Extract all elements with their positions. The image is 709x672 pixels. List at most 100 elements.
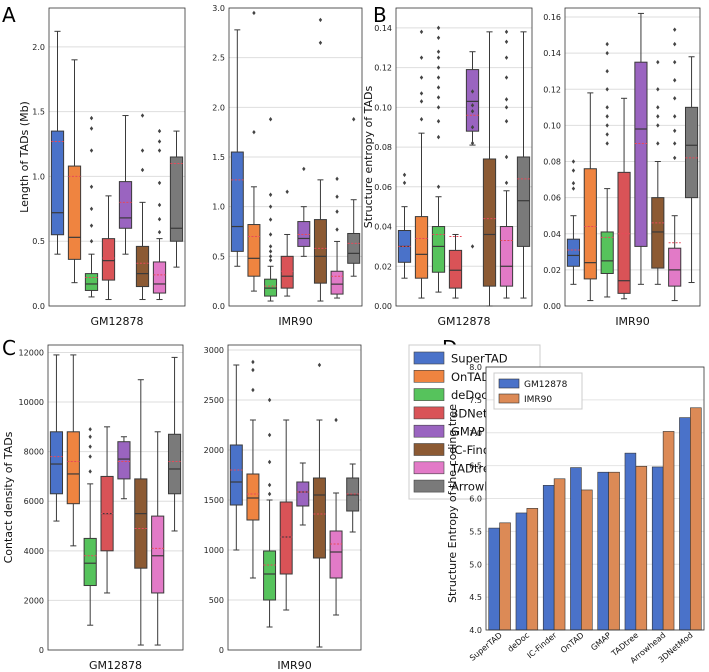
y-tick-label: 2.5 bbox=[212, 54, 225, 63]
y-tick-label: 2000 bbox=[24, 596, 44, 605]
plot-b-gm12878: 0.00 0.02 0.04 0.06 0.08 0.10 0.12 0.14 GM12878 S… bbox=[362, 7, 533, 328]
y-tick-label: 10000 bbox=[19, 398, 44, 407]
outlier-point bbox=[436, 65, 441, 70]
plot-frame bbox=[228, 7, 363, 307]
outlier-point bbox=[335, 209, 339, 214]
outlier-point bbox=[267, 432, 272, 438]
y-tick-label: 8000 bbox=[24, 448, 44, 457]
y-tick-label: 1.0 bbox=[212, 203, 225, 212]
outlier-point bbox=[268, 232, 273, 237]
outlier-point bbox=[470, 125, 475, 130]
y-tick-label: 1.5 bbox=[212, 153, 225, 162]
x-axis-label: GM12878 bbox=[90, 315, 143, 328]
y-tick-label: 0.04 bbox=[374, 223, 392, 232]
box-ontad bbox=[66, 431, 80, 505]
box-supertad bbox=[229, 444, 243, 506]
box-gmap bbox=[117, 441, 131, 480]
outlier-point bbox=[470, 103, 475, 108]
y-tick-label: 0.14 bbox=[543, 49, 561, 58]
outlier-point bbox=[504, 105, 509, 110]
outlier-point bbox=[157, 148, 162, 153]
y-tick-label: 0.08 bbox=[543, 158, 561, 167]
bar-gm12878-ontad bbox=[570, 467, 582, 631]
outlier-point bbox=[267, 397, 272, 403]
outlier-point bbox=[672, 41, 677, 47]
y-tick-label: 7.0 bbox=[469, 429, 482, 438]
outlier-point bbox=[140, 113, 145, 118]
y-tick-label: 0.0 bbox=[212, 302, 225, 311]
y-tick-label: 0.5 bbox=[32, 237, 45, 246]
outlier-point bbox=[656, 123, 660, 128]
outlier-point bbox=[470, 244, 475, 249]
bar-gm12878-3dnetmod bbox=[679, 417, 691, 631]
box-tadtree bbox=[152, 261, 167, 294]
box-gmap bbox=[296, 481, 310, 507]
y-axis-label: Structure entropy of TADs bbox=[362, 86, 375, 229]
outlier-point bbox=[318, 40, 323, 45]
y-tick-label: 6000 bbox=[24, 497, 44, 506]
legend-swatch-ontad bbox=[413, 369, 445, 383]
outlier-point bbox=[88, 427, 92, 432]
box-ontad bbox=[247, 224, 261, 277]
box-gmap bbox=[118, 181, 133, 229]
y-tick-label: 0.5 bbox=[212, 252, 225, 261]
plot-c-gm12878: 0 2000 4000 6000 8000 10000 12000 GM12878 Contac… bbox=[2, 344, 184, 672]
y-tick-label: 0.16 bbox=[543, 13, 561, 22]
outlier-point bbox=[504, 119, 509, 124]
x-tick-label: deDoc bbox=[506, 631, 531, 654]
outlier-point bbox=[268, 244, 273, 249]
outlier-point bbox=[268, 254, 273, 259]
legend-label: GMAP bbox=[451, 425, 485, 439]
y-tick-label: 1.0 bbox=[32, 172, 45, 181]
legend-swatch-tadtree bbox=[413, 461, 445, 475]
bar-imr90-tadtree bbox=[635, 465, 648, 631]
y-tick-label: 0.0 bbox=[32, 302, 45, 311]
x-tick-label: OnTAD bbox=[559, 631, 586, 655]
y-tick-label: 0.10 bbox=[543, 121, 561, 130]
outlier-point bbox=[419, 75, 424, 80]
y-tick-label: 1.5 bbox=[32, 108, 45, 117]
bar-imr90-arrowhead bbox=[662, 431, 675, 631]
box-ic-finder bbox=[482, 158, 497, 287]
outlier-point bbox=[140, 167, 145, 173]
y-tick-label: 2.0 bbox=[32, 43, 45, 52]
y-tick-label: 2000 bbox=[204, 446, 224, 455]
outlier-point bbox=[251, 367, 255, 373]
outlier-point bbox=[672, 141, 677, 146]
y-tick-label: 6.0 bbox=[469, 495, 482, 504]
outlier-point bbox=[656, 114, 660, 119]
outlier-point bbox=[419, 99, 424, 104]
box-ic-finder bbox=[651, 197, 665, 269]
box-ic-finder bbox=[134, 478, 148, 569]
outlier-point bbox=[89, 239, 94, 244]
y-tick-label: 0.04 bbox=[543, 230, 561, 239]
outlier-point bbox=[351, 117, 356, 122]
legend-swatch-arrowhead bbox=[413, 479, 445, 493]
x-axis-label: IMR90 bbox=[278, 315, 312, 328]
outlier-point bbox=[89, 223, 94, 228]
box-supertad bbox=[230, 151, 244, 252]
outlier-point bbox=[436, 119, 441, 124]
y-tick-label: 0.06 bbox=[543, 194, 561, 203]
box-arrowhead bbox=[684, 106, 699, 199]
outlier-point bbox=[251, 387, 255, 393]
y-tick-label: 0 bbox=[219, 646, 224, 655]
plot-frame bbox=[564, 7, 701, 307]
y-tick-label: 0 bbox=[39, 646, 44, 655]
bar-imr90-gmap bbox=[608, 471, 620, 631]
outlier-point bbox=[504, 154, 509, 160]
y-tick-label: 3.0 bbox=[212, 4, 225, 13]
outlier-point bbox=[504, 97, 509, 102]
legend-swatch-gmap bbox=[413, 424, 445, 438]
box-arrowhead bbox=[169, 156, 184, 242]
outlier-point bbox=[268, 204, 273, 209]
box-tadtree bbox=[329, 530, 343, 579]
bar-imr90-3dnetmod bbox=[690, 407, 702, 631]
bar-gm12878-tadtree bbox=[624, 452, 637, 631]
box-supertad bbox=[49, 431, 64, 495]
outlier-point bbox=[89, 115, 94, 121]
outlier-point bbox=[504, 180, 509, 186]
outlier-point bbox=[302, 166, 306, 172]
